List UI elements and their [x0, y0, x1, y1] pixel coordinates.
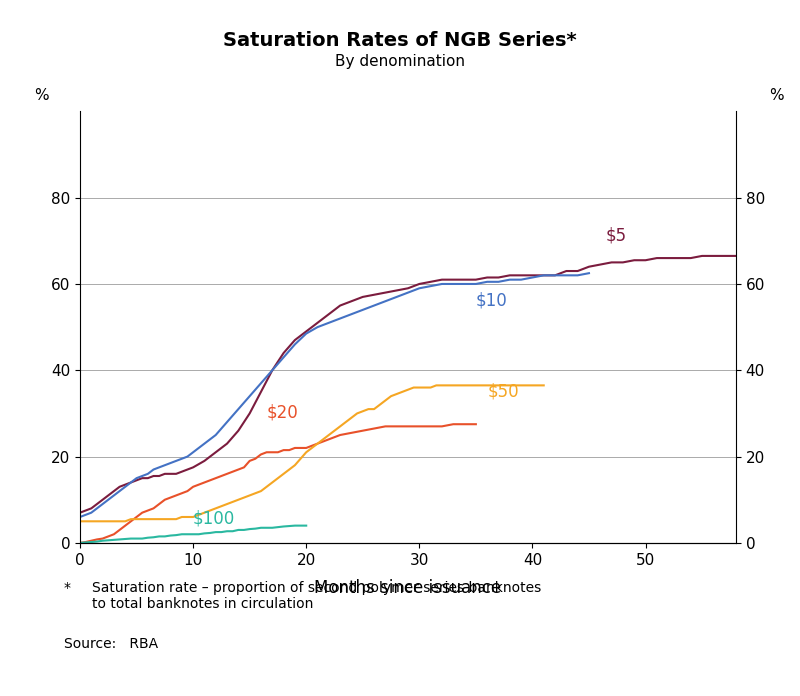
Text: Saturation Rates of NGB Series*: Saturation Rates of NGB Series* — [223, 31, 577, 50]
Text: $100: $100 — [193, 509, 235, 528]
Text: $10: $10 — [476, 292, 508, 310]
Text: *: * — [64, 581, 71, 595]
Text: %: % — [769, 88, 783, 103]
Text: Source:   RBA: Source: RBA — [64, 637, 158, 651]
Text: By denomination: By denomination — [335, 54, 465, 70]
X-axis label: Months since issuance: Months since issuance — [314, 578, 502, 596]
Text: $20: $20 — [266, 404, 298, 422]
Text: %: % — [34, 88, 49, 103]
Text: $50: $50 — [487, 382, 518, 400]
Text: Saturation rate – proportion of second polymer series banknotes
to total banknot: Saturation rate – proportion of second p… — [92, 581, 542, 611]
Text: $5: $5 — [606, 227, 627, 245]
